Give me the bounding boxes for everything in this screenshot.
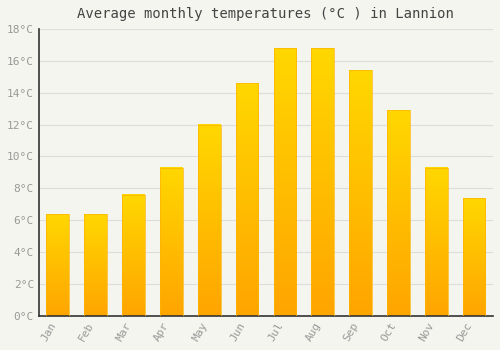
Bar bbox=[425, 168, 448, 316]
Bar bbox=[198, 125, 220, 316]
Bar bbox=[84, 214, 107, 316]
Bar bbox=[160, 168, 182, 316]
Bar bbox=[312, 48, 334, 316]
Bar bbox=[274, 48, 296, 316]
Bar bbox=[387, 110, 410, 316]
Bar bbox=[46, 214, 69, 316]
Title: Average monthly temperatures (°C ) in Lannion: Average monthly temperatures (°C ) in La… bbox=[78, 7, 454, 21]
Bar bbox=[236, 83, 258, 316]
Bar bbox=[463, 198, 485, 316]
Bar bbox=[349, 70, 372, 316]
Bar bbox=[122, 195, 145, 316]
